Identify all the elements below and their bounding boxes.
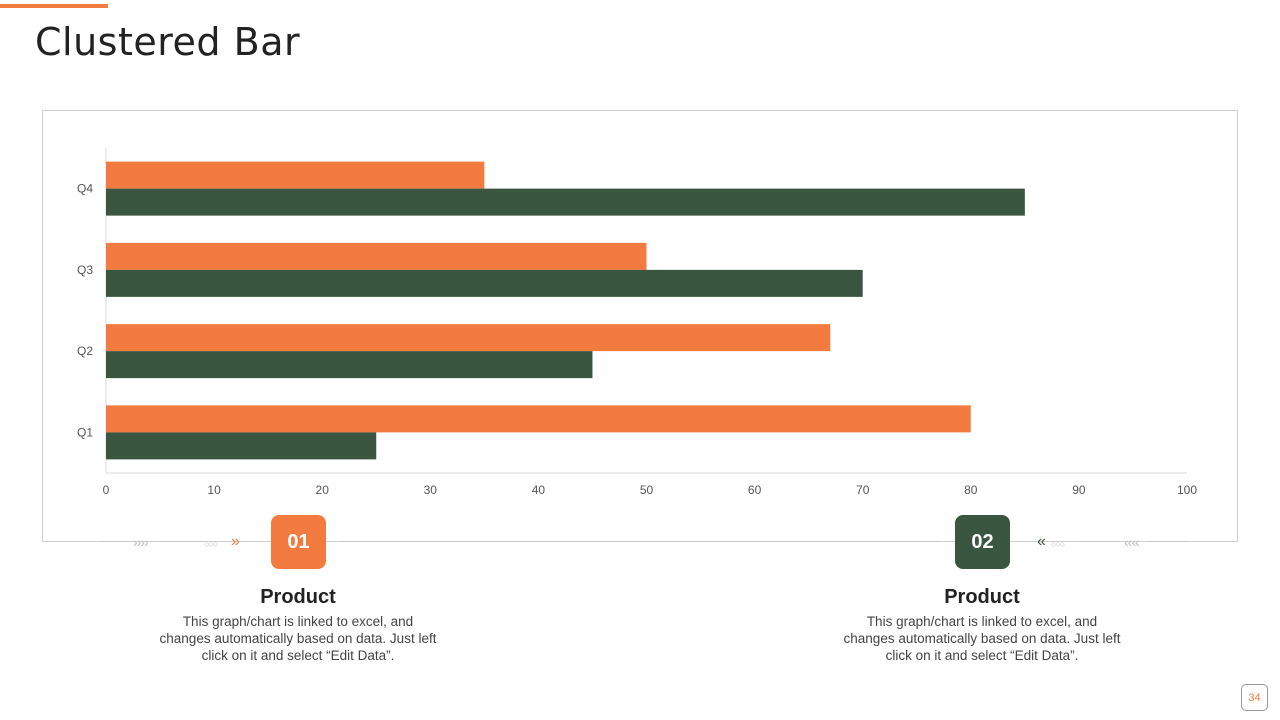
bar-q4-series-1 [106, 161, 485, 189]
bar-q2-series-1 [106, 324, 831, 352]
bar-q1-series-1 [106, 405, 971, 433]
x-tick-label: 80 [964, 483, 978, 497]
x-tick-label: 90 [1072, 483, 1086, 497]
left-circles-icon: ○○○ [204, 539, 218, 549]
bar-q1-series-2 [106, 432, 377, 460]
product-02-title: Product [944, 586, 1020, 608]
product-01-badge: 01 [271, 515, 326, 569]
x-tick-label: 30 [424, 483, 438, 497]
right-chevron-icon: « [1037, 533, 1046, 550]
y-tick-label: Q1 [77, 425, 93, 439]
x-tick-label: 100 [1177, 483, 1197, 497]
right-circles-icon: ○○○ [1051, 539, 1065, 549]
x-tick-label: 0 [103, 483, 110, 497]
page-number: 34 [1241, 684, 1268, 711]
bar-q3-series-1 [106, 242, 647, 270]
left-connector-line [100, 541, 130, 542]
top-accent-bar [0, 4, 108, 8]
bar-q3-series-2 [106, 269, 863, 297]
y-tick-label: Q4 [77, 182, 93, 196]
x-tick-label: 70 [856, 483, 870, 497]
x-tick-label: 60 [748, 483, 762, 497]
x-tick-label: 10 [207, 483, 221, 497]
y-tick-label: Q3 [77, 263, 93, 277]
bar-q2-series-2 [106, 351, 593, 379]
right-arrows-icon: ‹‹‹‹ [1124, 534, 1140, 550]
product-01-description: This graph/chart is linked to excel, and… [159, 614, 437, 663]
center-connector-line [340, 541, 940, 542]
left-chevron-icon: » [231, 533, 240, 550]
y-tick-label: Q2 [77, 344, 93, 358]
right-connector-line [1148, 541, 1188, 542]
right-connector-line-mid [1078, 541, 1124, 542]
product-02-description: This graph/chart is linked to excel, and… [843, 614, 1121, 663]
product-01-title: Product [260, 586, 336, 608]
left-arrows-icon: ›››› [133, 534, 149, 550]
bar-q4-series-2 [106, 188, 1025, 216]
x-tick-label: 20 [316, 483, 330, 497]
product-02-badge: 02 [955, 515, 1010, 569]
x-tick-label: 50 [640, 483, 654, 497]
left-connector-line-mid [158, 541, 204, 542]
x-tick-label: 40 [532, 483, 546, 497]
slide-title: Clustered Bar [35, 20, 301, 64]
